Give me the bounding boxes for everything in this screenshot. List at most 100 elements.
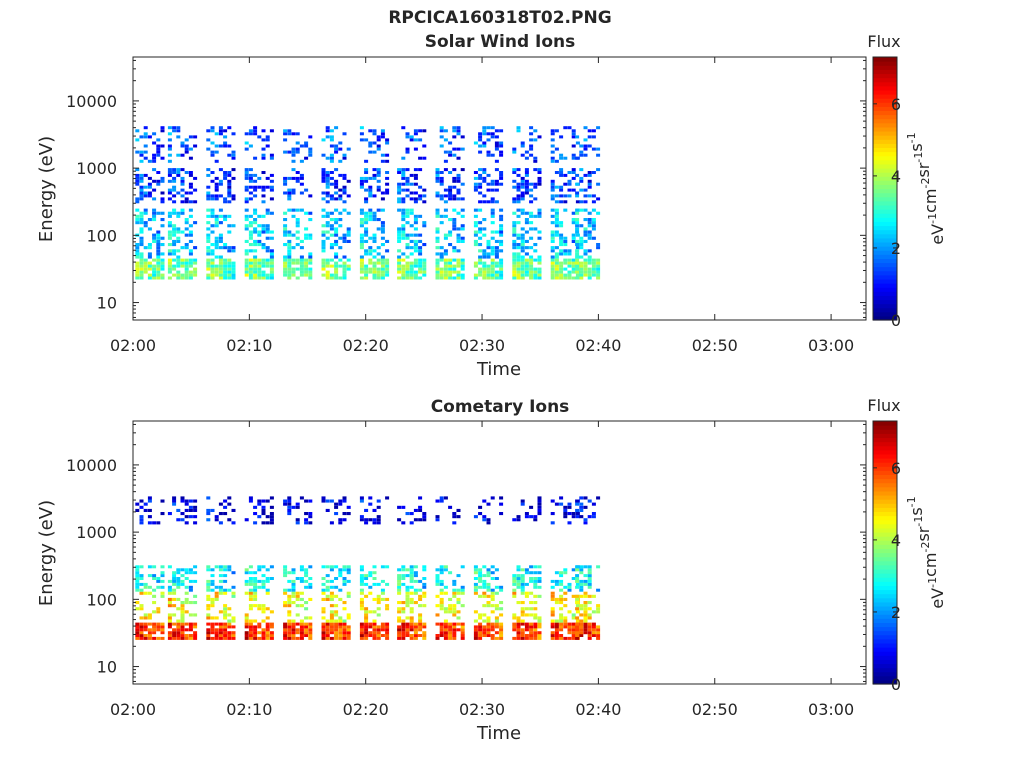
heatmap-cell: [135, 150, 140, 154]
heatmap-cell: [283, 622, 288, 626]
heatmap-cell: [571, 267, 576, 271]
heatmap-cell: [571, 628, 576, 632]
heatmap-cell: [329, 129, 334, 133]
heatmap-cell: [583, 579, 588, 583]
heatmap-cell: [291, 208, 296, 212]
heatmap-cell: [231, 270, 236, 274]
heatmap-cell: [359, 622, 364, 626]
heatmap-cell: [135, 565, 140, 569]
heatmap-cell: [524, 267, 529, 271]
heatmap-cell: [409, 197, 414, 201]
heatmap-cell: [473, 233, 478, 237]
heatmap-cell: [167, 619, 172, 623]
heatmap-cell: [359, 179, 364, 183]
heatmap-cell: [210, 211, 215, 215]
heatmap-cell: [244, 634, 249, 637]
heatmap-cell: [439, 221, 444, 225]
heatmap-cell: [409, 270, 414, 274]
heatmap-cell: [380, 634, 385, 637]
heatmap-cell: [135, 182, 140, 186]
heatmap-cell: [283, 604, 288, 608]
heatmap-cell: [524, 188, 529, 192]
heatmap-cell: [143, 258, 148, 262]
heatmap-cell: [529, 236, 534, 240]
heatmap-cell: [478, 176, 483, 180]
heatmap-cell: [253, 208, 258, 212]
heatmap-cell: [563, 625, 568, 629]
heatmap-cell: [452, 579, 457, 583]
colorbar-segment: [873, 536, 897, 541]
colorbar-tick-label: 6: [891, 95, 901, 114]
heatmap-cell: [329, 144, 334, 148]
colorbar-segment: [873, 564, 897, 570]
heatmap-cell: [571, 218, 576, 222]
heatmap-cell: [380, 565, 385, 569]
heatmap-cell: [405, 574, 410, 578]
heatmap-cell: [456, 601, 461, 605]
heatmap-cell: [334, 636, 339, 640]
heatmap-cell: [596, 273, 601, 277]
heatmap-cell: [490, 591, 495, 595]
heatmap-cell: [359, 176, 364, 180]
heatmap-cell: [172, 249, 177, 253]
heatmap-cell: [482, 126, 487, 130]
heatmap-cell: [184, 138, 189, 142]
heatmap-cell: [139, 499, 144, 503]
heatmap-cell: [334, 276, 339, 280]
heatmap-cell: [494, 607, 499, 611]
heatmap-cell: [439, 496, 444, 500]
heatmap-cell: [188, 191, 193, 195]
heatmap-cell: [359, 182, 364, 186]
heatmap-cell: [554, 233, 559, 237]
heatmap-cell: [210, 628, 215, 632]
heatmap-cell: [287, 631, 292, 635]
heatmap-cell: [571, 233, 576, 237]
heatmap-cell: [147, 591, 152, 595]
heatmap-cell: [443, 258, 448, 262]
heatmap-cell: [248, 179, 253, 183]
heatmap-cell: [329, 565, 334, 569]
heatmap-cell: [587, 249, 592, 253]
heatmap-cell: [524, 613, 529, 617]
heatmap-cell: [156, 150, 161, 154]
heatmap-cell: [253, 243, 258, 247]
heatmap-cell: [218, 258, 223, 262]
heatmap-cell: [176, 270, 181, 274]
heatmap-cell: [529, 211, 534, 215]
heatmap-cell: [308, 631, 313, 635]
heatmap-cell: [167, 601, 172, 605]
heatmap-cell: [244, 132, 249, 136]
heatmap-cell: [435, 604, 440, 608]
heatmap-cell: [210, 601, 215, 605]
heatmap-cell: [338, 636, 343, 640]
heatmap-cell: [439, 607, 444, 611]
heatmap-cell: [559, 171, 564, 174]
heatmap-cell: [575, 267, 580, 271]
heatmap-cell: [248, 499, 253, 503]
heatmap-cell: [210, 616, 215, 620]
heatmap-cell: [473, 208, 478, 212]
heatmap-cell: [583, 249, 588, 253]
heatmap-cell: [139, 622, 144, 626]
heatmap-cell: [329, 594, 334, 598]
heatmap-cell: [295, 577, 300, 580]
heatmap-cell: [490, 628, 495, 632]
heatmap-cell: [559, 243, 564, 247]
heatmap-cell: [139, 264, 144, 268]
heatmap-cell: [261, 505, 266, 509]
heatmap-cell: [218, 631, 223, 635]
heatmap-cell: [435, 258, 440, 262]
heatmap-cell: [575, 239, 580, 243]
heatmap-cell: [210, 150, 215, 154]
heatmap-cell: [583, 518, 588, 522]
colorbar-segment: [873, 642, 897, 648]
heatmap-cell: [499, 239, 504, 243]
heatmap-cell: [139, 521, 144, 525]
heatmap-cell: [287, 246, 292, 250]
heatmap-cell: [308, 147, 313, 151]
heatmap-cell: [135, 508, 140, 512]
heatmap-cell: [520, 273, 525, 277]
heatmap-cell: [575, 577, 580, 580]
heatmap-cell: [583, 144, 588, 148]
heatmap-cell: [283, 631, 288, 635]
